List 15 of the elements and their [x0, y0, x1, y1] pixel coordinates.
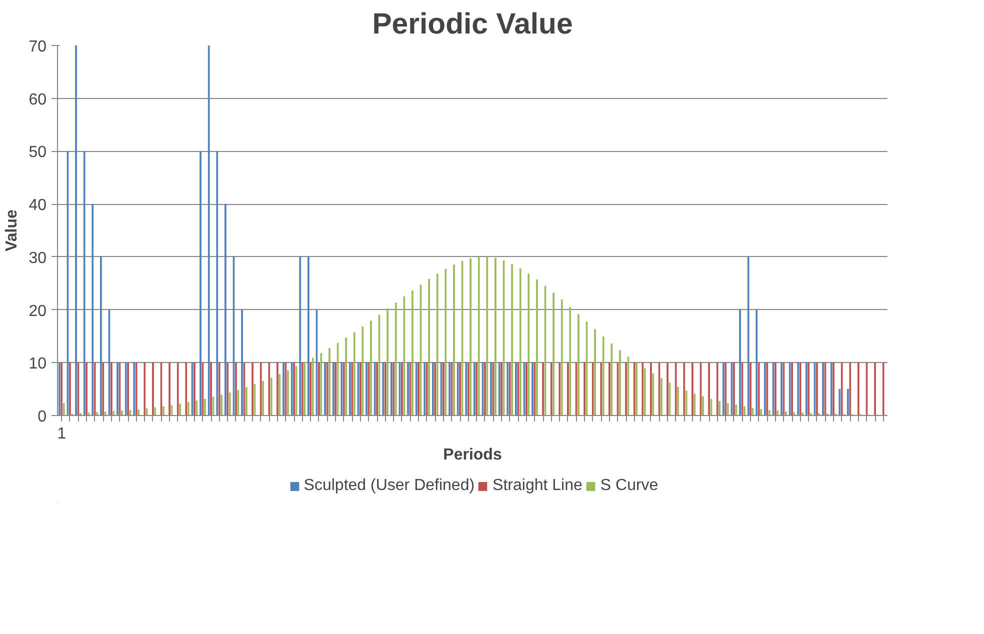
y-tick-label: 50: [28, 144, 47, 162]
y-tick-label: 70: [28, 38, 47, 56]
y-tick-label: 60: [28, 91, 47, 108]
legend-label: Straight Line: [492, 477, 582, 495]
y-tick-label: 0: [38, 408, 47, 426]
x-tick-label: 1: [57, 426, 66, 442]
x-axis-title: Periods: [443, 446, 502, 464]
chart-title: Periodic Value: [372, 8, 573, 40]
legend-label: Sculpted (User Defined): [304, 477, 475, 495]
y-axis-title: Value: [4, 209, 21, 252]
y-tick-label: 10: [28, 356, 47, 373]
y-tick-label: 40: [28, 197, 47, 214]
legend-label: S Curve: [600, 477, 658, 495]
y-tick-label: 30: [28, 250, 47, 267]
y-tick-label: 20: [28, 302, 47, 320]
